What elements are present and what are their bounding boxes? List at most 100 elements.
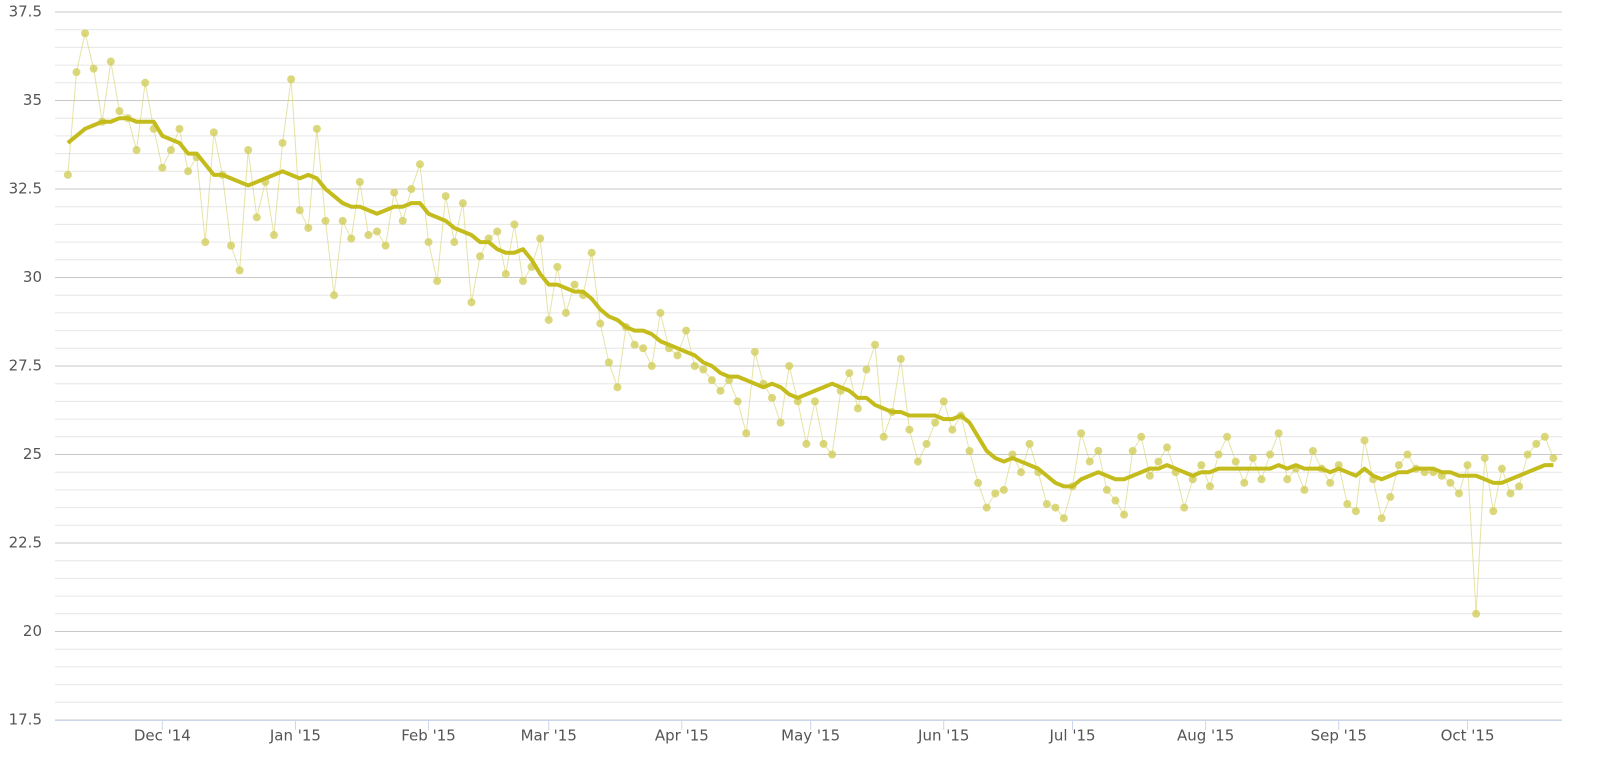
point <box>115 107 124 116</box>
point <box>433 277 442 286</box>
point <box>604 358 613 367</box>
point <box>699 365 708 374</box>
point <box>295 206 304 215</box>
point <box>1085 457 1094 466</box>
point <box>905 425 914 434</box>
y-tick-label: 25 <box>23 445 42 463</box>
point <box>1248 454 1257 463</box>
point <box>639 344 648 353</box>
point <box>1463 461 1472 470</box>
x-tick-label: Jul '15 <box>1049 727 1096 745</box>
point <box>690 362 699 370</box>
x-tick-label: Feb '15 <box>401 727 456 745</box>
point <box>330 291 339 300</box>
x-tick-label: May '15 <box>781 727 840 745</box>
point <box>1386 492 1395 501</box>
point <box>415 160 424 169</box>
point <box>742 429 751 438</box>
point <box>510 220 519 229</box>
x-tick-label: Dec '14 <box>134 727 191 745</box>
point <box>613 383 622 392</box>
y-tick-label: 32.5 <box>9 180 42 198</box>
point <box>235 266 244 275</box>
point <box>355 177 364 186</box>
point <box>201 238 210 247</box>
point <box>278 138 287 147</box>
point <box>630 340 639 349</box>
point <box>1549 454 1558 463</box>
point <box>1326 478 1335 487</box>
point <box>1351 507 1360 516</box>
point <box>544 315 553 324</box>
point <box>656 308 665 317</box>
point <box>81 29 90 38</box>
point <box>89 64 98 73</box>
point <box>750 347 759 356</box>
point <box>1497 464 1506 473</box>
point <box>965 446 974 455</box>
point <box>1059 514 1068 523</box>
point <box>810 397 819 406</box>
point <box>106 57 115 66</box>
y-tick-label: 30 <box>23 268 42 286</box>
point <box>733 397 742 406</box>
point <box>1188 475 1197 484</box>
point <box>1163 443 1172 452</box>
point <box>381 241 390 250</box>
point <box>467 298 476 307</box>
point <box>922 439 931 448</box>
point <box>570 280 579 289</box>
x-tick-label: Apr '15 <box>655 727 709 745</box>
point <box>1489 507 1498 516</box>
point <box>1334 461 1343 470</box>
point <box>1214 450 1223 459</box>
point <box>1308 446 1317 455</box>
point <box>561 308 570 317</box>
point <box>244 146 253 155</box>
point <box>1008 450 1017 459</box>
point <box>1077 429 1086 438</box>
point <box>1283 475 1292 484</box>
point <box>845 369 854 378</box>
point <box>407 185 416 193</box>
y-tick-label: 20 <box>23 622 42 640</box>
point <box>1128 446 1137 455</box>
point <box>1446 478 1455 487</box>
moving-average-line <box>66 116 1554 489</box>
point <box>536 234 545 243</box>
point <box>1480 454 1489 463</box>
point <box>1523 450 1532 459</box>
point <box>1205 482 1214 491</box>
point <box>458 199 467 208</box>
point <box>1257 475 1266 484</box>
point <box>931 418 940 427</box>
point <box>72 68 81 77</box>
point <box>1515 482 1524 491</box>
point <box>493 227 502 236</box>
point <box>716 386 725 395</box>
x-tick-label: Aug '15 <box>1177 727 1234 745</box>
x-tick-label: Sep '15 <box>1311 727 1367 745</box>
point <box>1300 485 1309 494</box>
point <box>1102 485 1111 494</box>
point <box>879 432 888 441</box>
point <box>896 354 905 363</box>
point <box>939 397 948 406</box>
point <box>587 248 596 257</box>
point <box>450 238 459 247</box>
point <box>175 124 184 133</box>
point <box>518 277 527 286</box>
point <box>1051 503 1060 512</box>
y-tick-label: 17.5 <box>9 711 42 729</box>
x-tick-label: Jan '15 <box>269 727 321 745</box>
daily-line <box>67 33 1554 614</box>
point <box>1240 478 1249 487</box>
point <box>312 124 321 133</box>
point <box>1403 450 1412 459</box>
point <box>647 362 656 370</box>
point <box>553 262 562 271</box>
y-tick-label: 37.5 <box>9 3 42 21</box>
point <box>1506 489 1515 498</box>
point <box>819 439 828 448</box>
